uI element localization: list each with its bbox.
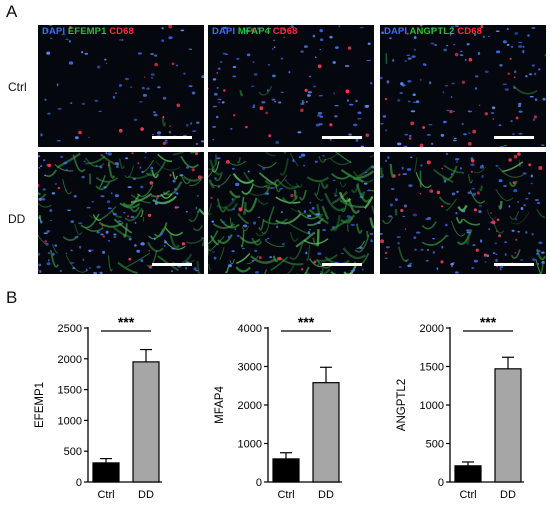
row-label-dd: DD [8, 212, 26, 226]
stain-name: EFEMP1 [67, 26, 107, 37]
x-tick-label: Ctrl [97, 489, 114, 501]
x-tick-label: DD [318, 489, 334, 501]
stain-label-1: DAPI EFEMP1 CD68 [42, 26, 134, 37]
y-tick-label: 0 [76, 477, 82, 489]
x-tick-label: Ctrl [277, 489, 294, 501]
y-tick-label: 0 [438, 477, 444, 489]
y-tick-label: 1000 [238, 439, 262, 451]
bar-chart-efemp1: 0 500 1000 1500 2000 2500 EFEMP1 Ctrl DD *** [34, 314, 162, 501]
bar-ctrl [272, 458, 300, 483]
y-axis-label: EFEMP1 [34, 382, 46, 428]
row-label-ctrl: Ctrl [8, 80, 27, 94]
scale-bar [322, 263, 362, 266]
stain-name: MFAP4 [237, 26, 271, 37]
y-tick-label: 2000 [238, 400, 262, 412]
micrograph-ctrl-1: DAPI EFEMP1 CD68 [38, 25, 204, 147]
y-tick-label: 2500 [58, 323, 82, 335]
micrograph-dd-1 [38, 152, 204, 274]
scale-bar [152, 136, 192, 139]
y-tick-label: 1500 [58, 385, 82, 397]
y-tick-label: 3000 [238, 362, 262, 374]
y-tick-label: 1000 [420, 400, 444, 412]
y-tick-label: 500 [64, 446, 82, 458]
scale-bar [322, 136, 362, 139]
bar-dd [494, 368, 522, 483]
stain-name: CD68 [272, 26, 298, 37]
scale-bar [494, 263, 534, 266]
stain-label-2: DAPI MFAP4 CD68 [212, 26, 298, 37]
bar-ctrl [454, 465, 482, 483]
significance-label: *** [480, 314, 497, 330]
y-tick-label: 500 [426, 439, 444, 451]
y-tick-label: 2000 [420, 323, 444, 335]
x-tick-label: Ctrl [459, 489, 476, 501]
bar-dd [132, 361, 160, 483]
stain-label-3: DAPI ANGPTL2 CD68 [384, 26, 482, 37]
bar-dd [312, 382, 340, 483]
panel-b-letter: B [6, 288, 18, 307]
stain-name: CD68 [457, 26, 482, 37]
y-tick-label: 0 [256, 477, 262, 489]
panel-a-letter: A [6, 2, 18, 21]
significance-label: *** [298, 314, 315, 330]
y-tick-label: 1000 [58, 415, 82, 427]
y-axis-label: MFAP4 [214, 386, 226, 424]
scale-bar [152, 263, 192, 266]
stain-name: CD68 [109, 26, 134, 37]
bar-chart-angptl2: 0 500 1000 1500 2000 ANGPTL2 Ctrl DD *** [396, 314, 524, 501]
significance-label: *** [118, 314, 135, 330]
x-tick-label: DD [138, 489, 154, 501]
stain-name: DAPI [384, 26, 408, 37]
stain-name: DAPI [42, 26, 66, 37]
x-tick-label: DD [500, 489, 516, 501]
micrograph-dd-3 [380, 152, 546, 274]
micrograph-ctrl-3: DAPI ANGPTL2 CD68 [380, 25, 546, 147]
bar-chart-mfap4: 0 1000 2000 3000 4000 MFAP4 Ctrl DD *** [214, 314, 342, 501]
bar-ctrl [92, 462, 120, 483]
y-tick-label: 2000 [58, 354, 82, 366]
y-tick-label: 4000 [238, 323, 262, 335]
stain-name: DAPI [212, 26, 236, 37]
y-axis-label: ANGPTL2 [396, 379, 408, 431]
stain-name: ANGPTL2 [409, 26, 455, 37]
y-tick-label: 1500 [420, 362, 444, 374]
micrograph-ctrl-2: DAPI MFAP4 CD68 [208, 25, 374, 147]
micrograph-dd-2 [208, 152, 374, 274]
scale-bar [494, 136, 534, 139]
